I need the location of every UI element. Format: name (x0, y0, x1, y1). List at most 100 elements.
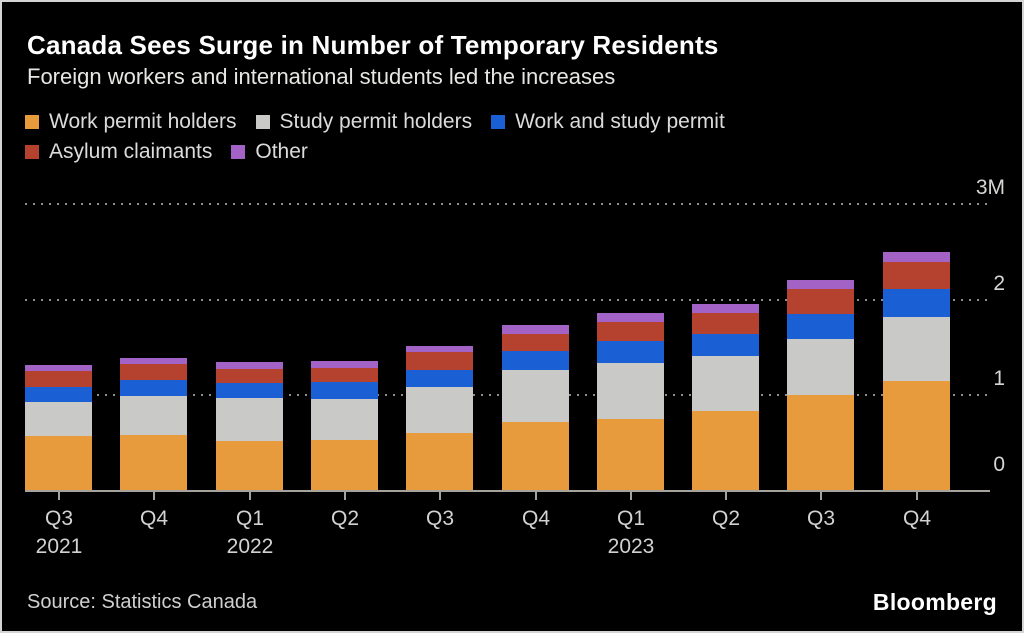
segment-asylum-claimants (311, 368, 378, 382)
segment-study-permit-holders (25, 402, 92, 436)
segment-work-permit-holders (25, 436, 92, 491)
segment-work-permit-holders (120, 435, 187, 491)
x-axis-tick-q1-2023 (630, 492, 632, 500)
segment-study-permit-holders (311, 399, 378, 440)
bar-q2-2022 (311, 361, 378, 491)
bar-q1-2022 (216, 362, 283, 491)
segment-other (502, 325, 569, 334)
legend-swatch-other (231, 145, 246, 159)
segment-study-permit-holders (216, 398, 283, 441)
legend-item-work-and-study-permit: Work and study permit (491, 110, 725, 134)
legend-label: Study permit holders (279, 110, 473, 133)
x-axis-tick-q4-2021 (153, 492, 155, 500)
segment-other (120, 358, 187, 364)
segment-study-permit-holders (502, 370, 569, 422)
segment-study-permit-holders (787, 339, 854, 395)
segment-other (787, 280, 854, 289)
bar-q3-2023 (787, 280, 854, 491)
bar-q4-2023 (883, 252, 950, 491)
segment-study-permit-holders (120, 396, 187, 435)
segment-asylum-claimants (883, 262, 950, 289)
segment-work-permit-holders (787, 395, 854, 491)
x-axis-tick-q3-2022 (439, 492, 441, 500)
segment-work-and-study-permit (25, 387, 92, 402)
segment-work-permit-holders (311, 440, 378, 491)
y-axis-label-1: 1 (993, 367, 1005, 390)
x-axis-tick-q2-2022 (344, 492, 346, 500)
x-axis-label-q4-2023: Q4 (902, 507, 931, 530)
bar-q3-2021 (25, 365, 92, 491)
segment-work-and-study-permit (883, 289, 950, 317)
gridline-2 (25, 299, 990, 301)
bar-q3-2022 (406, 346, 473, 491)
x-axis-label-q4-2022: Q4 (521, 507, 550, 530)
segment-work-permit-holders (883, 381, 950, 491)
bar-q4-2021 (120, 358, 187, 491)
segment-asylum-claimants (692, 313, 759, 334)
segment-work-and-study-permit (502, 351, 569, 370)
segment-other (311, 361, 378, 368)
segment-work-and-study-permit (692, 334, 759, 356)
segment-work-and-study-permit (597, 341, 664, 363)
bar-q4-2022 (502, 325, 569, 491)
segment-work-permit-holders (216, 441, 283, 491)
x-axis-label-q2-2023: Q2 (711, 507, 740, 530)
gridline-3m (25, 203, 990, 205)
segment-other (216, 362, 283, 369)
segment-work-and-study-permit (216, 383, 283, 398)
y-axis-label-2: 2 (993, 272, 1005, 295)
segment-asylum-claimants (120, 364, 187, 380)
page-title: Canada Sees Surge in Number of Temporary… (27, 30, 719, 60)
x-axis-label-q2-2022: Q2 (330, 507, 359, 530)
segment-work-permit-holders (502, 422, 569, 491)
segment-study-permit-holders (406, 387, 473, 433)
x-axis-tick-q1-2022 (249, 492, 251, 500)
segment-study-permit-holders (692, 356, 759, 411)
y-axis-label-0: 0 (993, 453, 1005, 476)
x-axis-tick-q4-2022 (535, 492, 537, 500)
segment-work-and-study-permit (311, 382, 378, 399)
legend-item-work-permit-holders: Work permit holders (25, 110, 237, 134)
x-axis-tick-q3-2021 (58, 492, 60, 500)
x-axis-line (25, 490, 990, 492)
page-subtitle: Foreign workers and international studen… (27, 64, 616, 89)
x-axis-year-label-2021: 2021 (35, 535, 83, 558)
x-axis-tick-q4-2023 (916, 492, 918, 500)
legend-swatch-study-permit-holders (255, 115, 270, 129)
segment-work-and-study-permit (406, 370, 473, 387)
legend-item-other: Other (231, 140, 308, 164)
segment-other (883, 252, 950, 262)
legend: Work permit holders Study permit holders W… (25, 110, 725, 164)
segment-work-and-study-permit (120, 380, 187, 396)
legend-label: Work permit holders (49, 110, 237, 133)
x-axis-label-q3-2022: Q3 (425, 507, 454, 530)
legend-row-1: Work permit holders Study permit holders W… (25, 110, 725, 134)
segment-asylum-claimants (25, 371, 92, 387)
legend-item-study-permit-holders: Study permit holders (255, 110, 473, 134)
segment-work-and-study-permit (787, 314, 854, 339)
legend-label: Asylum claimants (49, 140, 213, 163)
x-axis-label-q1-2022: Q1 (235, 507, 264, 530)
x-axis-label-q3-2021: Q3 (44, 507, 73, 530)
x-axis-year-label-2023: 2023 (607, 535, 655, 558)
x-axis-label-q1-2023: Q1 (616, 507, 645, 530)
bar-q2-2023 (692, 304, 759, 491)
legend-label: Other (255, 140, 308, 163)
segment-other (25, 365, 92, 371)
segment-asylum-claimants (787, 289, 854, 314)
segment-other (597, 313, 664, 322)
legend-item-asylum-claimants: Asylum claimants (25, 140, 212, 164)
x-axis-tick-q3-2023 (820, 492, 822, 500)
segment-work-permit-holders (692, 411, 759, 491)
segment-work-permit-holders (406, 433, 473, 491)
x-axis-label-q4-2021: Q4 (139, 507, 168, 530)
segment-asylum-claimants (406, 352, 473, 370)
legend-swatch-asylum-claimants (25, 145, 39, 159)
segment-study-permit-holders (597, 363, 664, 419)
legend-swatch-work-and-study-permit (491, 115, 506, 129)
legend-swatch-work-permit-holders (25, 115, 39, 129)
bloomberg-logo: Bloomberg (872, 589, 997, 615)
source-note: Source: Statistics Canada (27, 591, 258, 613)
